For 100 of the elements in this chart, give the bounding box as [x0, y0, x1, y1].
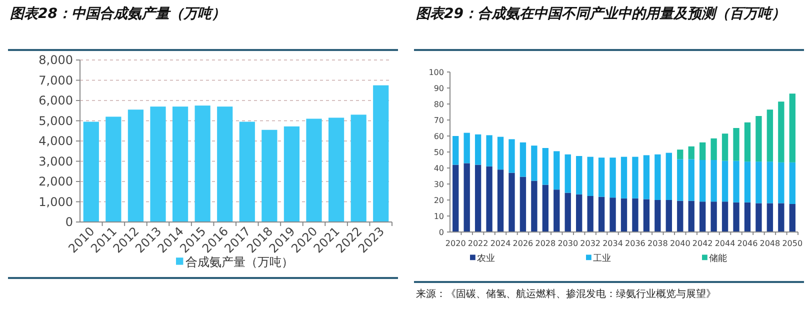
bar: [699, 160, 706, 202]
y-tick-label: 50: [434, 148, 444, 157]
y-tick-label: 1,000: [38, 194, 73, 209]
bar: [688, 200, 694, 232]
bar: [542, 148, 549, 185]
bar: [699, 142, 706, 160]
bar: [756, 162, 762, 204]
bar: [587, 156, 594, 196]
bar: [778, 162, 784, 204]
bar: [520, 176, 526, 232]
y-tick-label: 30: [434, 180, 444, 189]
bar: [632, 198, 638, 232]
bar: [744, 162, 751, 202]
x-tick-label: 2038: [648, 239, 668, 248]
bar: [789, 162, 796, 204]
bar: [733, 160, 740, 202]
bar: [654, 154, 661, 200]
bar: [474, 164, 482, 232]
bar: [677, 200, 684, 232]
bar: [328, 118, 344, 222]
bar: [643, 155, 650, 200]
bar: [699, 202, 706, 232]
bar: [497, 136, 504, 170]
bar: [710, 202, 717, 232]
legend: 合成氨产量（万吨）: [176, 255, 294, 269]
y-tick-label: 20: [434, 196, 444, 205]
bar: [778, 203, 784, 232]
bar: [194, 106, 210, 222]
y-tick-label: 3,000: [38, 154, 73, 168]
bar: [217, 106, 233, 222]
y-tick-label: 7,000: [38, 73, 73, 88]
bar: [766, 110, 774, 162]
bar: [508, 139, 515, 173]
bar: [710, 160, 717, 202]
x-tick-label: 2024: [490, 239, 511, 248]
y-tick-label: 40: [434, 164, 444, 173]
bar: [554, 190, 560, 232]
bar: [106, 116, 122, 222]
bar: [587, 196, 594, 232]
x-tick-label: 2034: [602, 239, 623, 248]
bar: [520, 142, 526, 177]
chart-title: 图表28：中国合成氨产量（万吨）: [10, 5, 226, 22]
bar: [789, 94, 796, 162]
y-tick-label: 90: [434, 84, 444, 93]
bar: [654, 200, 661, 232]
bar: [688, 146, 694, 160]
bar: [350, 114, 366, 222]
legend-label: 工业: [593, 253, 612, 264]
bar: [598, 158, 605, 197]
bar: [452, 136, 459, 165]
bar: [150, 106, 166, 222]
bar: [643, 199, 650, 232]
y-tick-label: 70: [434, 116, 444, 125]
y-tick-label: 0: [65, 215, 73, 230]
bar: [306, 118, 322, 222]
x-tick-label: 2044: [714, 239, 736, 248]
bar: [284, 126, 300, 222]
bar: [576, 156, 582, 194]
bar: [733, 202, 740, 232]
y-tick-label: 0: [438, 228, 444, 237]
bar: [666, 152, 672, 200]
bar: [262, 130, 278, 222]
source-note: 来源：《固碳、储氢、航运燃料、掺混发电：绿氨行业概览与展望》: [416, 288, 716, 300]
legend-label: 储能: [709, 253, 728, 264]
x-tick-label: 2040: [670, 239, 690, 248]
y-tick-label: 10: [434, 212, 444, 221]
bar: [508, 172, 515, 232]
bar: [610, 158, 616, 198]
bar: [598, 196, 605, 232]
y-tick-label: 4,000: [38, 134, 73, 148]
bar: [531, 146, 538, 181]
bar: [722, 134, 728, 161]
bar: [464, 132, 470, 164]
y-tick-label: 5,000: [38, 114, 73, 128]
x-tick-label: 2048: [760, 239, 780, 248]
bar: [564, 192, 571, 232]
bar: [486, 135, 492, 166]
bar: [620, 156, 628, 198]
bar: [744, 202, 751, 232]
bar: [128, 110, 144, 222]
bar: [666, 200, 672, 232]
bar: [733, 128, 740, 161]
x-tick-label: 2042: [692, 239, 713, 248]
bar: [677, 159, 684, 201]
bar: [677, 150, 684, 160]
bar: [172, 106, 188, 222]
bar: [688, 159, 694, 201]
bar: [756, 203, 762, 232]
y-tick-label: 60: [434, 132, 444, 141]
bar: [632, 156, 638, 198]
bar: [789, 204, 796, 232]
bar: [474, 134, 482, 165]
bar: [756, 116, 762, 162]
legend-label: 农业: [477, 253, 496, 264]
bar: [239, 122, 255, 222]
bar: [554, 151, 560, 190]
bar: [722, 160, 728, 202]
bar: [531, 180, 538, 232]
bar: [778, 102, 784, 162]
x-tick-label: 2036: [625, 239, 646, 248]
